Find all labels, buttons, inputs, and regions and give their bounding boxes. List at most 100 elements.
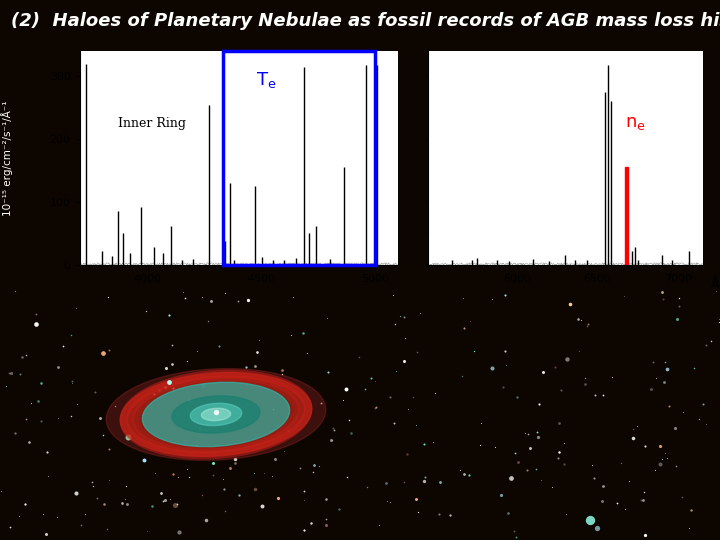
Point — [91, 494, 103, 502]
Point — [522, 430, 534, 439]
Point — [546, 482, 558, 491]
Point — [42, 472, 54, 481]
Point — [369, 404, 380, 413]
Point — [639, 442, 651, 450]
Point — [298, 496, 310, 504]
Point — [390, 367, 402, 375]
Point — [380, 478, 392, 487]
Point — [328, 426, 340, 434]
Point — [204, 296, 216, 305]
Text: Å: Å — [711, 279, 720, 292]
Point — [57, 342, 68, 350]
Point — [411, 348, 423, 357]
Point — [670, 423, 681, 432]
Point — [456, 371, 468, 380]
Point — [14, 511, 25, 520]
Point — [24, 399, 36, 407]
Point — [104, 346, 115, 354]
Point — [659, 448, 670, 457]
Point — [4, 523, 16, 531]
Point — [657, 295, 669, 304]
Point — [272, 494, 284, 503]
Point — [299, 525, 310, 534]
Point — [661, 453, 672, 462]
Point — [671, 314, 683, 323]
Point — [232, 296, 243, 305]
Point — [585, 516, 596, 524]
Point — [611, 498, 623, 507]
Point — [283, 427, 294, 436]
Point — [66, 331, 77, 340]
Point — [207, 407, 218, 416]
Point — [582, 320, 594, 328]
Point — [662, 365, 673, 374]
Point — [207, 459, 219, 468]
Point — [673, 302, 685, 310]
Point — [228, 400, 240, 409]
Point — [575, 316, 587, 325]
Point — [627, 434, 639, 442]
Point — [419, 473, 431, 482]
Point — [210, 408, 222, 416]
Point — [30, 320, 41, 328]
Point — [313, 461, 325, 470]
Point — [597, 496, 608, 505]
Point — [508, 526, 520, 535]
Point — [325, 436, 337, 444]
Point — [649, 466, 660, 475]
Point — [35, 379, 47, 388]
Point — [121, 500, 132, 509]
Point — [384, 393, 395, 402]
Point — [555, 386, 567, 394]
Point — [683, 524, 695, 532]
Point — [101, 524, 112, 533]
Point — [572, 314, 584, 323]
Point — [6, 369, 17, 377]
Point — [181, 356, 193, 365]
Point — [574, 347, 585, 355]
Point — [510, 532, 522, 540]
Point — [334, 505, 346, 514]
Point — [197, 491, 208, 500]
Point — [52, 362, 63, 371]
Point — [688, 364, 700, 373]
Point — [343, 416, 355, 424]
Point — [714, 318, 720, 326]
Point — [104, 476, 115, 484]
Point — [191, 441, 202, 449]
Point — [487, 364, 498, 373]
Point — [598, 482, 609, 490]
Point — [163, 377, 175, 386]
Point — [32, 397, 44, 406]
Point — [454, 466, 466, 475]
Point — [639, 531, 651, 539]
Bar — [223, 51, 375, 265]
Point — [230, 455, 241, 464]
Point — [434, 478, 446, 487]
Point — [656, 287, 667, 296]
Point — [172, 472, 184, 481]
Point — [534, 400, 545, 409]
Point — [180, 293, 192, 302]
Point — [636, 495, 647, 504]
Point — [237, 403, 248, 411]
Point — [164, 495, 176, 504]
Point — [213, 342, 225, 350]
Point — [308, 461, 320, 470]
Point — [399, 313, 410, 321]
Point — [21, 350, 32, 359]
Point — [16, 353, 27, 362]
Point — [361, 483, 372, 491]
Ellipse shape — [143, 382, 289, 447]
Point — [656, 454, 667, 463]
Point — [248, 469, 260, 477]
Point — [397, 356, 409, 365]
Point — [359, 385, 371, 394]
Point — [458, 324, 469, 333]
Point — [490, 443, 501, 451]
Point — [618, 291, 630, 300]
Point — [276, 370, 288, 379]
Point — [150, 469, 161, 477]
Point — [174, 528, 185, 537]
Ellipse shape — [106, 368, 326, 461]
